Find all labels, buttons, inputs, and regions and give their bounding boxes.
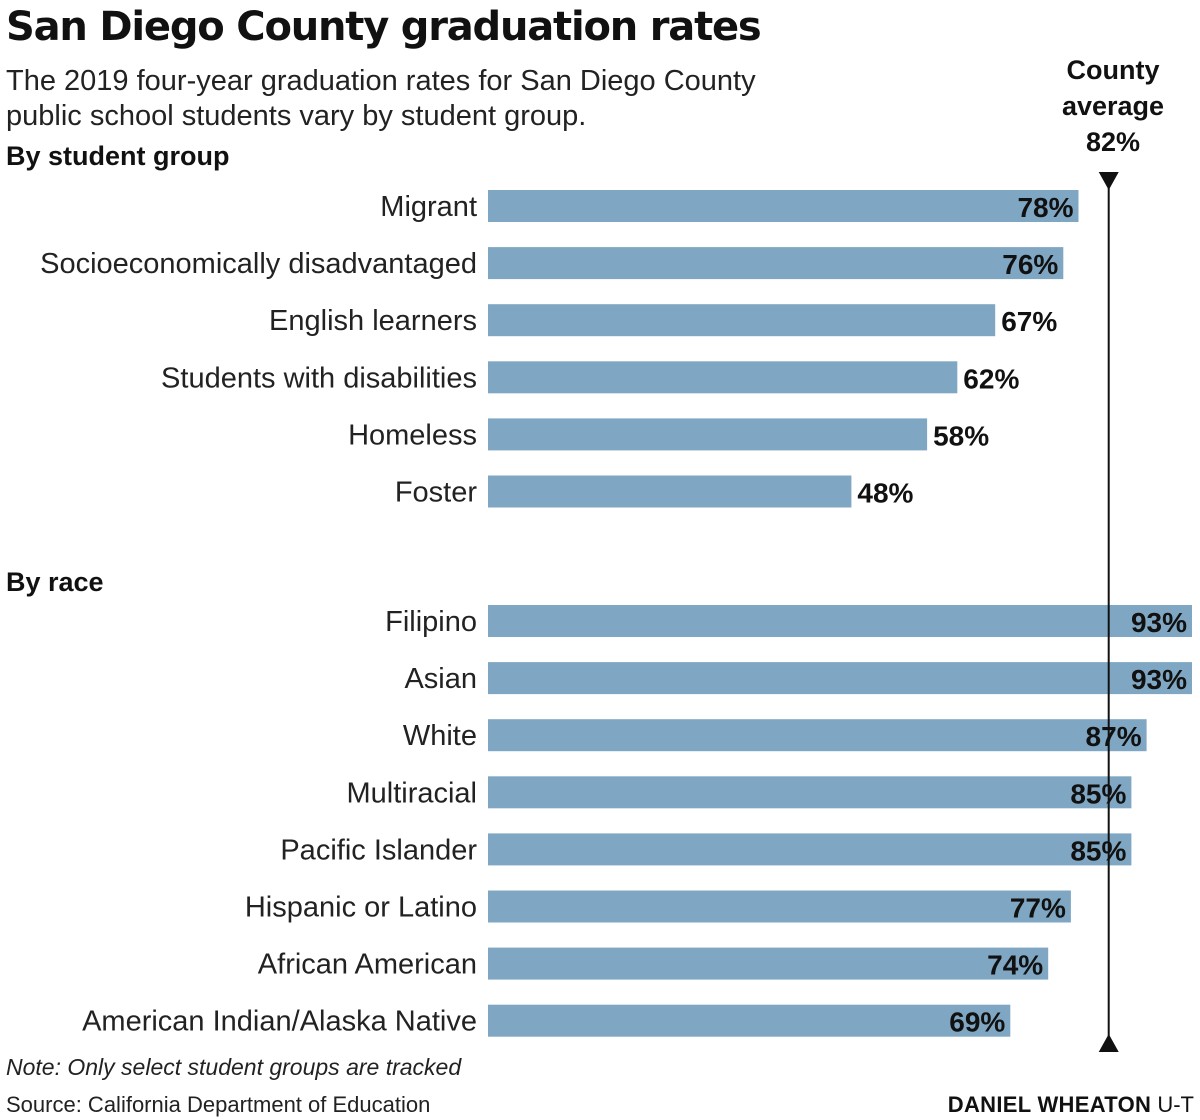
county-average-line-group <box>1098 172 1119 1052</box>
section-heading-student-group: By student group <box>6 141 230 171</box>
county-average-arrow-up-icon <box>1098 1034 1119 1052</box>
bar <box>488 662 1192 695</box>
category-label: English learners <box>269 305 477 337</box>
county-average-label: County average 82% <box>1040 52 1186 160</box>
value-label: 69% <box>949 1007 1005 1038</box>
value-label: 67% <box>1001 306 1057 337</box>
value-label: 74% <box>987 950 1043 981</box>
value-label: 78% <box>1017 192 1073 223</box>
category-label: American Indian/Alaska Native <box>82 1006 477 1038</box>
category-label: White <box>403 720 477 752</box>
credit-org: U-T <box>1157 1092 1194 1117</box>
category-label: Socioeconomically disadvantaged <box>40 248 477 280</box>
bar <box>488 418 928 451</box>
chart-credit: DANIEL WHEATON U-T <box>948 1092 1194 1118</box>
bar <box>488 833 1132 866</box>
category-label: Migrant <box>380 191 477 223</box>
bar <box>488 304 996 337</box>
category-label: Filipino <box>385 606 477 638</box>
chart-source: Source: California Department of Educati… <box>6 1092 431 1117</box>
chart-title: San Diego County graduation rates <box>6 4 762 50</box>
value-label: 77% <box>1010 893 1066 924</box>
value-label: 93% <box>1131 607 1187 638</box>
county-average-label-line: 82% <box>1085 127 1141 157</box>
bar <box>488 890 1071 923</box>
county-average-label-line: County <box>1066 55 1160 85</box>
value-label: 85% <box>1070 835 1126 866</box>
category-label: African American <box>258 949 477 981</box>
bar <box>488 605 1192 637</box>
category-label: Students with disabilities <box>161 362 477 394</box>
bar <box>488 475 852 508</box>
category-label: Asian <box>404 663 477 695</box>
value-label: 62% <box>963 363 1019 394</box>
bar <box>488 190 1079 222</box>
bar <box>488 361 958 394</box>
county-average-arrow-down-icon <box>1098 172 1119 190</box>
bar <box>488 1004 1011 1037</box>
category-label: Homeless <box>348 419 477 451</box>
bars-layer: Migrant 78% Socioeconomically disadvantage… <box>40 190 1192 1038</box>
chart-subtitle: The 2019 four-year graduation rates for … <box>6 65 756 132</box>
value-label: 58% <box>933 420 989 451</box>
value-label: 76% <box>1002 249 1058 280</box>
section-heading-race: By race <box>6 567 104 597</box>
value-label: 85% <box>1070 778 1126 809</box>
county-average-label-line: average <box>1061 91 1165 121</box>
category-label: Hispanic or Latino <box>245 892 477 924</box>
bar <box>488 776 1132 809</box>
value-label: 93% <box>1131 664 1187 695</box>
chart-note: Note: Only select student groups are tra… <box>6 1054 462 1080</box>
value-label: 48% <box>857 478 913 509</box>
value-label: 87% <box>1086 721 1142 752</box>
bar <box>488 247 1064 280</box>
category-label: Foster <box>395 477 478 509</box>
credit-name: DANIEL WHEATON <box>947 1092 1152 1117</box>
bar <box>488 947 1049 980</box>
bar <box>488 719 1147 752</box>
category-label: Pacific Islander <box>280 834 477 866</box>
category-label: Multiracial <box>346 777 477 809</box>
